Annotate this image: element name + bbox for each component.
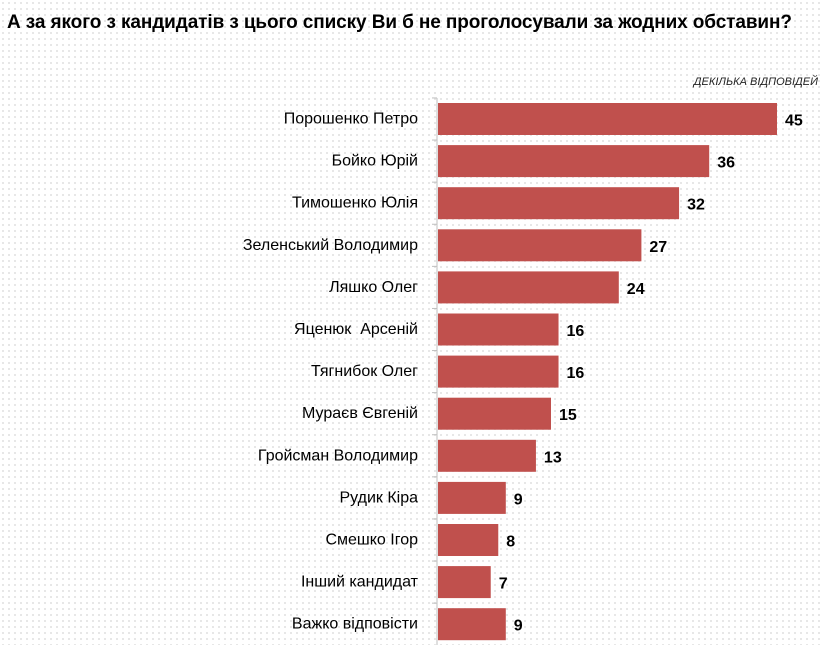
category-label: Смешко Ігор [325,532,418,549]
category-label: Тягнибок Олег [311,363,418,380]
data-label: 15 [559,407,577,424]
category-label: Гройсман Володимир [258,447,418,464]
data-label: 27 [649,239,667,256]
data-label: 9 [514,491,523,508]
data-label: 32 [687,197,705,214]
data-label: 13 [544,449,562,466]
bar [438,313,559,346]
multiple-answers-note: ДЕКІЛЬКА ВІДПОВІДЕЙ [693,76,818,88]
data-label: 24 [627,281,645,298]
bar [438,608,506,641]
bar [438,271,619,304]
bar [438,397,551,430]
bar [438,439,536,472]
chart-title: А за якого з кандидатів з цього списку В… [7,12,792,33]
data-label: 7 [499,576,508,593]
bar [438,103,777,135]
category-label: Порошенко Петро [284,111,418,128]
bar [438,566,491,599]
category-label: Бойко Юрій [332,153,418,170]
bar [438,524,499,556]
category-label: Зеленський Володимир [243,237,418,254]
category-label: Яценюк Арсеній [294,321,418,338]
bar [438,481,506,514]
bar [438,229,642,262]
category-label: Важко відповісти [292,616,418,633]
data-label: 45 [785,113,803,130]
category-label: Рудик Кіра [339,489,418,506]
bar [438,145,710,178]
bar [438,355,559,388]
category-label: Тимошенко Юлія [292,195,418,212]
category-label: Ляшко Олег [329,279,418,296]
data-label: 16 [567,365,585,382]
data-label: 16 [567,323,585,340]
data-label: 9 [514,618,523,635]
category-label: Мураєв Євгеній [302,405,418,422]
category-label: Інший кандидат [301,574,419,591]
data-label: 8 [506,534,515,551]
bar [438,187,680,220]
data-label: 36 [717,155,735,172]
